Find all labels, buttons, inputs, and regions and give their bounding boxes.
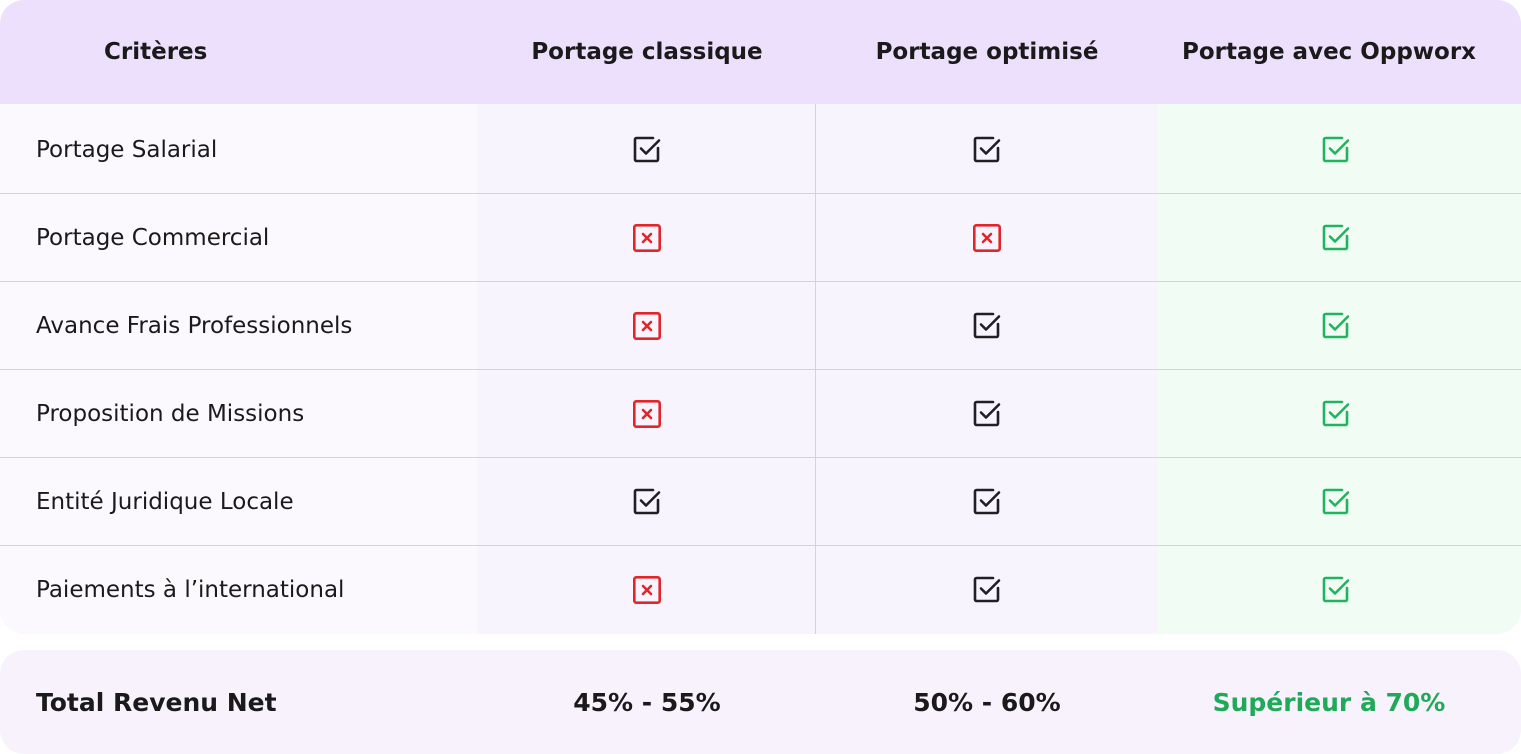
header-criteria: Critères [104,39,208,65]
checkbox-checked-icon [970,309,1004,343]
row-divider [0,281,1521,282]
table-row: Portage Commercial [0,194,1521,282]
table-cell [1157,458,1515,546]
checkbox-cross-icon [630,573,664,607]
checkbox-checked-icon [1319,485,1353,519]
table-cell [817,546,1157,634]
checkbox-checked-icon [1319,133,1353,167]
table-row: Avance Frais Professionnels [0,282,1521,370]
row-divider [0,457,1521,458]
row-label: Avance Frais Professionnels [36,313,353,339]
checkbox-checked-icon [630,133,664,167]
row-label: Portage Commercial [36,225,270,251]
table-cell [477,370,817,458]
table-cell [477,546,817,634]
header-portage-oppworx: Portage avec Oppworx [1181,39,1477,65]
row-label: Paiements à l’international [36,577,345,603]
checkbox-checked-icon [970,397,1004,431]
checkbox-checked-icon [970,133,1004,167]
checkbox-cross-icon [630,309,664,343]
checkbox-checked-icon [1319,309,1353,343]
checkbox-cross-icon [630,221,664,255]
table-row: Portage Salarial [0,106,1521,194]
table-cell [817,194,1157,282]
row-label: Portage Salarial [36,137,218,163]
table-cell [1157,282,1515,370]
checkbox-checked-icon [970,573,1004,607]
checkbox-cross-icon [630,397,664,431]
header-portage-classique: Portage classique [531,39,763,65]
total-revenue-label: Total Revenu Net [36,687,277,717]
total-revenue-optimise: 50% - 60% [913,687,1061,717]
table-row: Paiements à l’international [0,546,1521,634]
table-row: Entité Juridique Locale [0,458,1521,546]
checkbox-checked-icon [970,485,1004,519]
table-cell [477,106,817,194]
total-revenue-classique: 45% - 55% [573,687,721,717]
row-divider [0,193,1521,194]
total-revenue-row: Total Revenu Net 45% - 55% 50% - 60% Sup… [0,650,1521,754]
table-cell [817,370,1157,458]
table-cell [477,194,817,282]
table-cell [477,282,817,370]
checkbox-cross-icon [970,221,1004,255]
table-cell [817,282,1157,370]
total-revenue-oppworx: Supérieur à 70% [1212,687,1446,717]
table-cell [817,458,1157,546]
table-cell [1157,546,1515,634]
row-label: Proposition de Missions [36,401,305,427]
checkbox-checked-icon [630,485,664,519]
header-portage-optimise: Portage optimisé [875,39,1099,65]
table-cell [1157,106,1515,194]
row-divider [0,369,1521,370]
checkbox-checked-icon [1319,573,1353,607]
checkbox-checked-icon [1319,221,1353,255]
table-row: Proposition de Missions [0,370,1521,458]
table-cell [1157,194,1515,282]
table-header: Critères Portage classique Portage optim… [0,0,1521,104]
row-label: Entité Juridique Locale [36,489,294,515]
row-divider [0,545,1521,546]
table-cell [1157,370,1515,458]
table-cell [817,106,1157,194]
checkbox-checked-icon [1319,397,1353,431]
table-cell [477,458,817,546]
comparison-table: Critères Portage classique Portage optim… [0,0,1521,634]
